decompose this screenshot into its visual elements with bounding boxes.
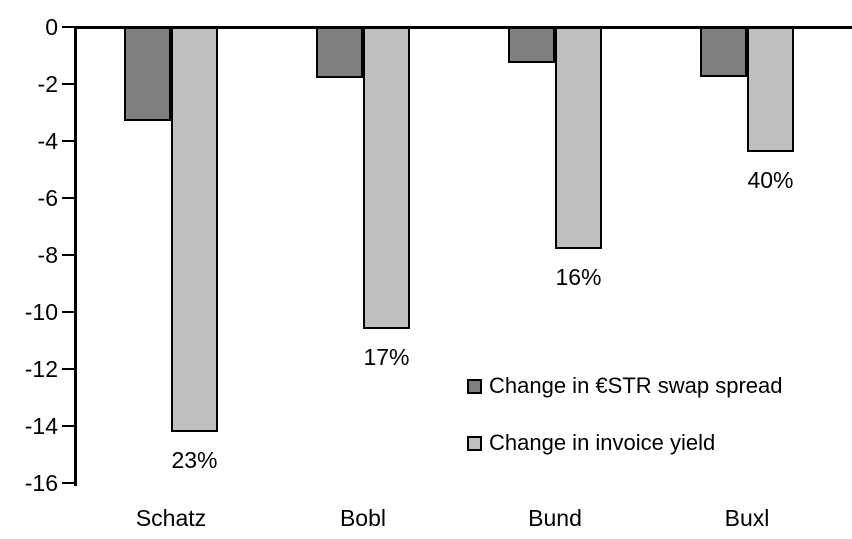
bar-buxl-invoice-yield — [747, 27, 794, 153]
y-axis-tick — [62, 196, 75, 200]
y-axis-tick — [62, 25, 75, 29]
x-axis-label-bund: Bund — [528, 505, 582, 531]
x-axis-line — [75, 25, 852, 29]
y-tick-label: -16 — [24, 470, 58, 496]
y-axis-tick — [62, 481, 75, 485]
y-axis-tick — [62, 253, 75, 257]
legend-swatch-swap-spread — [467, 378, 482, 394]
y-axis-tick — [62, 139, 75, 143]
data-label-bobl: 17% — [363, 344, 410, 371]
bar-bobl-invoice-yield — [363, 27, 410, 330]
bar-bobl-swap-spread — [316, 27, 363, 79]
data-label-buxl: 40% — [747, 167, 794, 194]
bar-bund-invoice-yield — [555, 27, 602, 250]
y-tick-label: -6 — [37, 185, 58, 211]
y-tick-label: -2 — [37, 71, 58, 97]
y-tick-label: -8 — [37, 242, 58, 268]
legend-swatch-invoice-yield — [467, 435, 482, 451]
x-axis-label-bobl: Bobl — [339, 505, 387, 531]
y-axis-tick — [62, 310, 75, 314]
legend-label-invoice-yield: Change in invoice yield — [489, 430, 716, 455]
data-label-schatz: 23% — [171, 446, 218, 473]
y-tick-label: -10 — [24, 299, 58, 325]
bar-bund-swap-spread — [508, 27, 555, 63]
legend-item-invoice-yield: Change in invoice yield — [467, 430, 716, 455]
bar-schatz-invoice-yield — [171, 27, 218, 432]
y-axis-tick — [62, 82, 75, 86]
x-axis-label-schatz: Schatz — [135, 505, 207, 531]
y-axis-line — [73, 25, 77, 486]
x-axis-label-buxl: Buxl — [724, 505, 770, 531]
legend-item-swap-spread: Change in €STR swap spread — [467, 373, 783, 398]
legend-label-swap-spread: Change in €STR swap spread — [489, 373, 783, 398]
y-tick-label: -12 — [24, 356, 58, 382]
data-label-bund: 16% — [555, 264, 602, 291]
bar-buxl-swap-spread — [700, 27, 747, 77]
bar-schatz-swap-spread — [124, 27, 171, 122]
y-axis-tick — [62, 424, 75, 428]
y-tick-label: -14 — [24, 413, 58, 439]
y-tick-label: -4 — [37, 128, 58, 154]
y-axis-tick — [62, 367, 75, 371]
y-tick-label: 0 — [45, 14, 58, 40]
